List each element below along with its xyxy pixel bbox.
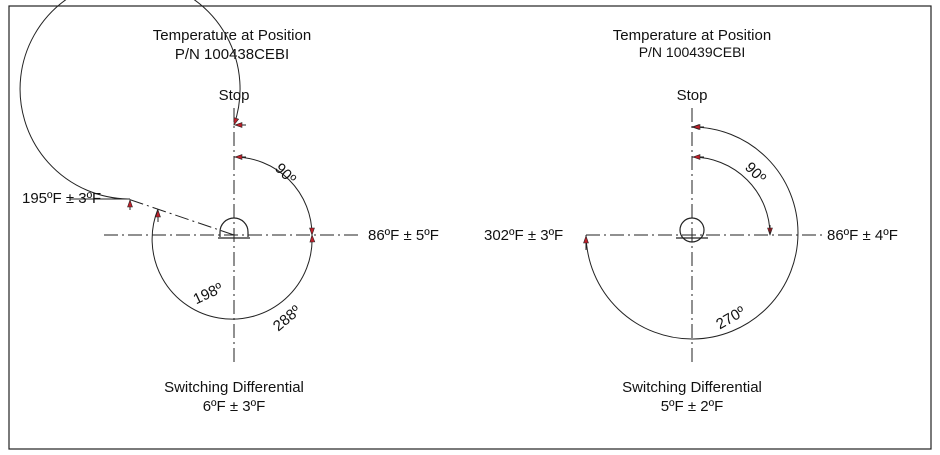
left-arc-288 bbox=[19, 0, 241, 200]
right-angle-270: 270º bbox=[713, 303, 748, 333]
left-angle-90: 90º bbox=[271, 160, 299, 188]
left-arc-198 bbox=[151, 208, 316, 320]
right-part-number: P/N 100439CEBI bbox=[639, 44, 746, 60]
right-title: Temperature at Position bbox=[613, 27, 771, 44]
left-low-temp-label: 86ºF ± 5ºF bbox=[368, 227, 439, 244]
left-radial-line bbox=[127, 198, 235, 236]
right-stop-label: Stop bbox=[677, 87, 708, 104]
left-part-number: P/N 100438CEBI bbox=[175, 46, 289, 63]
right-high-temp-label: 302ºF ± 3ºF bbox=[484, 227, 563, 244]
left-stop-label: Stop bbox=[219, 87, 250, 104]
left-shaft-icon bbox=[219, 217, 249, 237]
right-footer-value: 5ºF ± 2ºF bbox=[661, 398, 724, 415]
right-footer-title: Switching Differential bbox=[622, 379, 762, 396]
right-arc-270 bbox=[585, 124, 799, 340]
diagram-left: Temperature at Position P/N 100438CEBI S… bbox=[19, 0, 439, 415]
left-arc-90 bbox=[233, 156, 315, 236]
left-angle-198: 198º bbox=[191, 280, 226, 309]
outer-border bbox=[8, 5, 932, 450]
left-title: Temperature at Position bbox=[153, 27, 311, 44]
left-footer-value: 6ºF ± 3ºF bbox=[203, 398, 266, 415]
right-angle-90: 90º bbox=[741, 159, 769, 187]
diagram-right: Temperature at Position P/N 100439CEBI S… bbox=[484, 27, 898, 415]
right-low-temp-label: 86ºF ± 4ºF bbox=[827, 227, 898, 244]
right-arc-90 bbox=[691, 156, 773, 236]
left-high-temp-label: 195ºF ± 3ºF bbox=[22, 190, 101, 207]
right-shaft-icon bbox=[679, 217, 705, 243]
left-footer-title: Switching Differential bbox=[164, 379, 304, 396]
